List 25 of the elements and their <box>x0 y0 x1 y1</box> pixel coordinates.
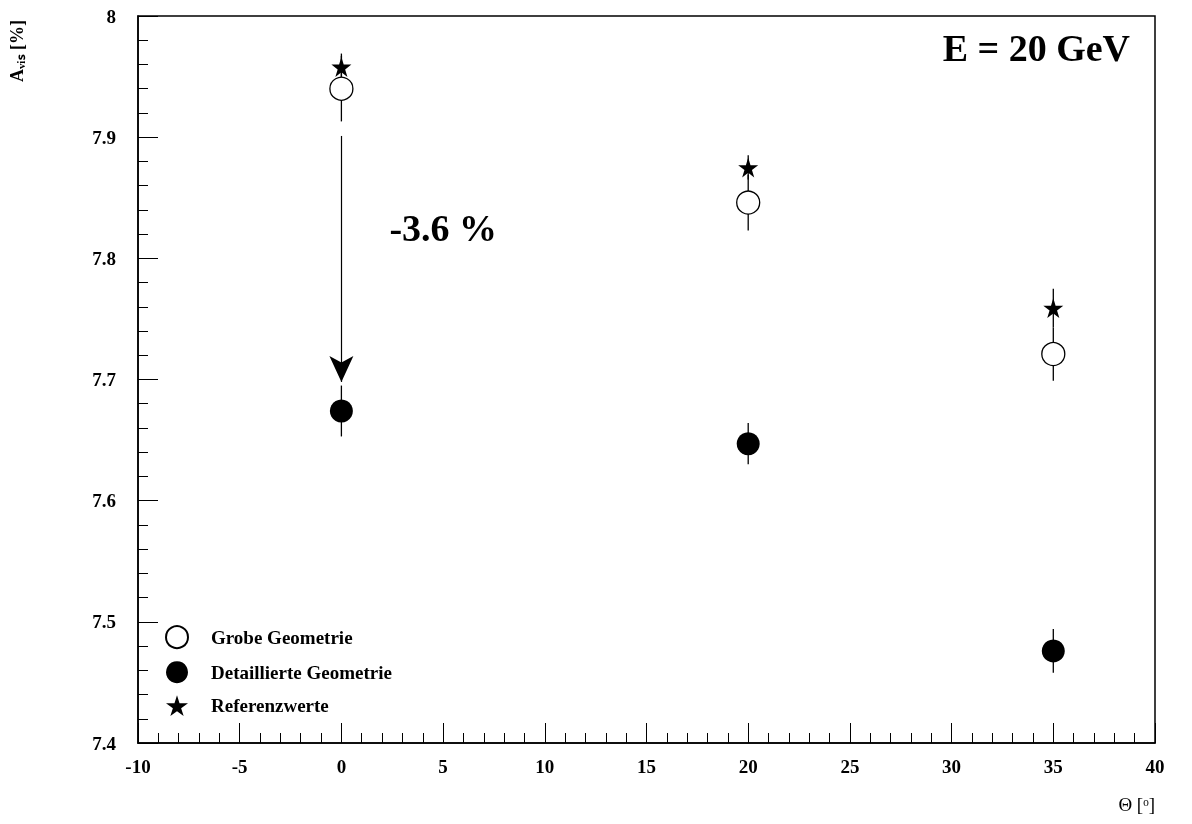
x-tick-label: 35 <box>1043 756 1063 777</box>
y-tick-label: 7.8 <box>92 247 116 269</box>
x-tick-label: 20 <box>738 756 758 777</box>
y-tick-label: 7.9 <box>92 126 116 148</box>
y-tick-label: 7.5 <box>92 611 116 633</box>
legend-label: Grobe Geometrie <box>211 626 353 648</box>
y-tick-label: 8 <box>106 5 116 27</box>
y-tick-label: 7.6 <box>92 490 116 512</box>
y-tick-label: 7.7 <box>92 369 117 390</box>
x-axis-title: Θ [ᵒ] <box>1118 794 1155 815</box>
x-tick-label: 25 <box>840 756 860 777</box>
x-tick-label: 30 <box>942 756 962 777</box>
x-tick-label: 10 <box>535 756 555 777</box>
chart-title: E = 20 GeV <box>942 27 1131 69</box>
y-axis-title: Aᵥᵢₛ [%] <box>7 19 27 83</box>
y-tick-label: 7.4 <box>92 732 117 754</box>
legend-label: Detaillierte Geometrie <box>211 661 392 683</box>
legend-label: Referenzwerte <box>211 695 329 717</box>
annotation: -3.6 % <box>389 206 498 249</box>
x-tick-label: 15 <box>637 756 656 777</box>
x-tick-label: -10 <box>125 756 151 777</box>
x-tick-label: -5 <box>231 756 248 777</box>
x-tick-label: 5 <box>438 756 448 777</box>
x-tick-label: 40 <box>1145 756 1165 777</box>
x-tick-label: 0 <box>336 756 347 777</box>
